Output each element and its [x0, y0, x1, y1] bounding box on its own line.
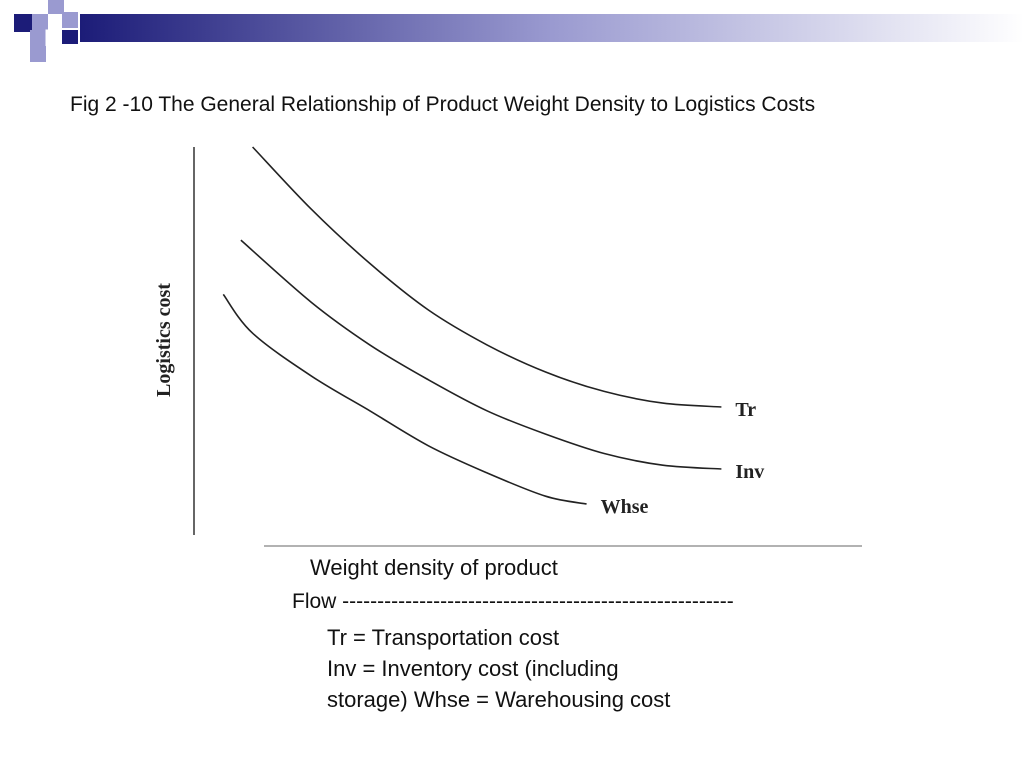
deco-square — [14, 14, 32, 32]
series-label-tr: Tr — [735, 399, 756, 421]
series-line-whse — [222, 293, 587, 505]
series-line-tr — [252, 146, 722, 408]
series-label-inv: Inv — [735, 461, 764, 483]
deco-square — [62, 12, 78, 28]
series-line-inv — [240, 239, 722, 470]
legend-line-transportation: Tr = Transportation cost — [327, 625, 560, 650]
series-layer: Tr Inv Whse — [222, 146, 764, 518]
legend-text: Tr = Transportation cost Inv = Inventory… — [327, 622, 697, 715]
flow-text: Flow -----------------------------------… — [292, 590, 734, 613]
series-label-whse: Whse — [601, 496, 649, 518]
legend-line-inventory-warehousing: Inv = Inventory cost (including storage)… — [327, 656, 671, 712]
deco-square — [48, 0, 64, 14]
y-axis-label: Logistics cost — [153, 283, 175, 397]
deco-square — [30, 30, 46, 46]
x-axis-label: Weight density of product — [310, 555, 558, 580]
deco-square — [62, 30, 78, 44]
slide-title: Fig 2 -10 The General Relationship of Pr… — [70, 93, 816, 116]
decorative-corner-squares — [14, 0, 78, 62]
header-banner — [80, 14, 1024, 42]
deco-square — [30, 46, 46, 62]
deco-square — [32, 14, 48, 30]
